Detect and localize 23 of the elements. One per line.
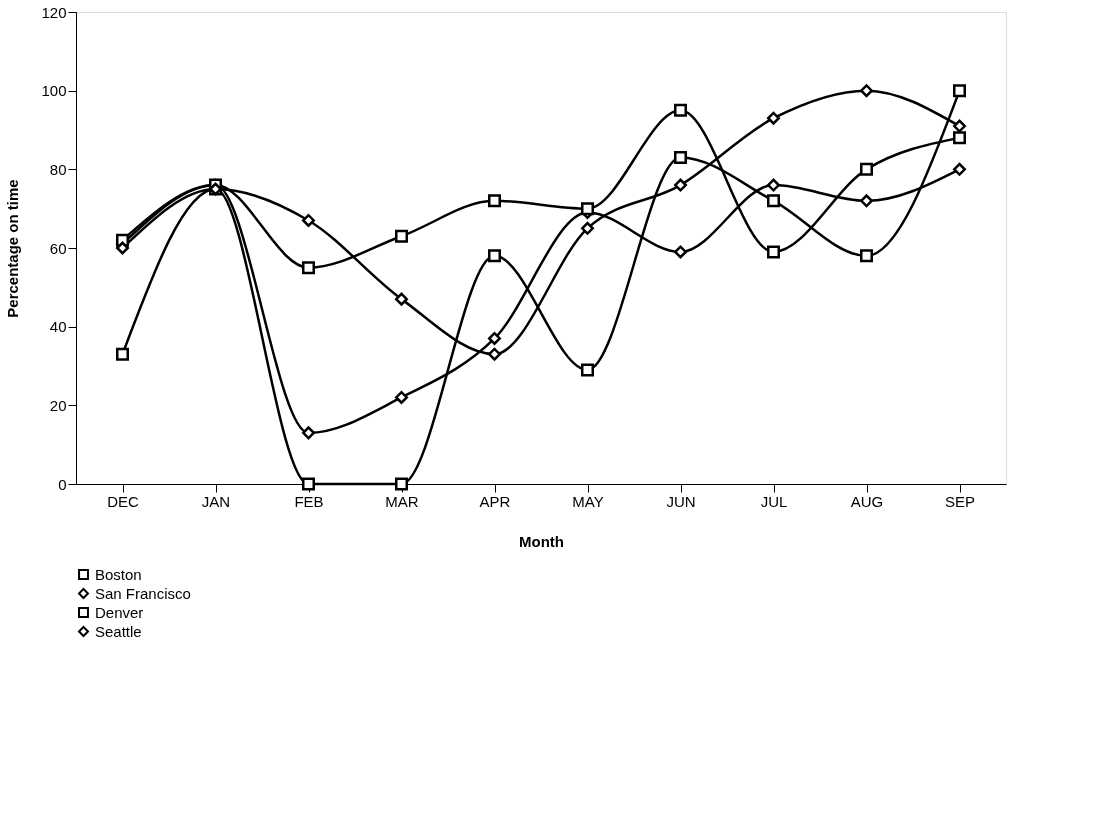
x-tick-label: JUN xyxy=(666,492,696,510)
y-tick-label: 20 xyxy=(49,396,67,414)
legend-label: Seattle xyxy=(95,622,142,640)
x-tick-label: FEB xyxy=(294,492,324,510)
y-tick-label: 40 xyxy=(49,318,67,336)
x-tick-label: DEC xyxy=(107,492,139,510)
legend-label: Boston xyxy=(95,565,142,583)
y-axis-title: Percentage on time xyxy=(4,179,22,318)
x-tick-label: AUG xyxy=(850,492,884,510)
x-tick-label: MAY xyxy=(572,492,604,510)
legend-label: Denver xyxy=(95,603,144,621)
y-tick-label: 60 xyxy=(49,239,67,257)
x-tick-label: SEP xyxy=(944,492,976,510)
legend-label: San Francisco xyxy=(95,584,191,602)
x-tick-label: JAN xyxy=(201,492,231,510)
x-tick-label: JUL xyxy=(760,492,788,510)
x-tick-label: APR xyxy=(479,492,511,510)
x-axis-title: Month xyxy=(519,532,564,550)
y-tick-label: 100 xyxy=(41,82,67,100)
x-tick-label: MAR xyxy=(385,492,419,510)
y-tick-label: 120 xyxy=(41,3,67,21)
y-tick-label: 0 xyxy=(58,475,67,493)
y-tick-label: 80 xyxy=(49,160,67,178)
